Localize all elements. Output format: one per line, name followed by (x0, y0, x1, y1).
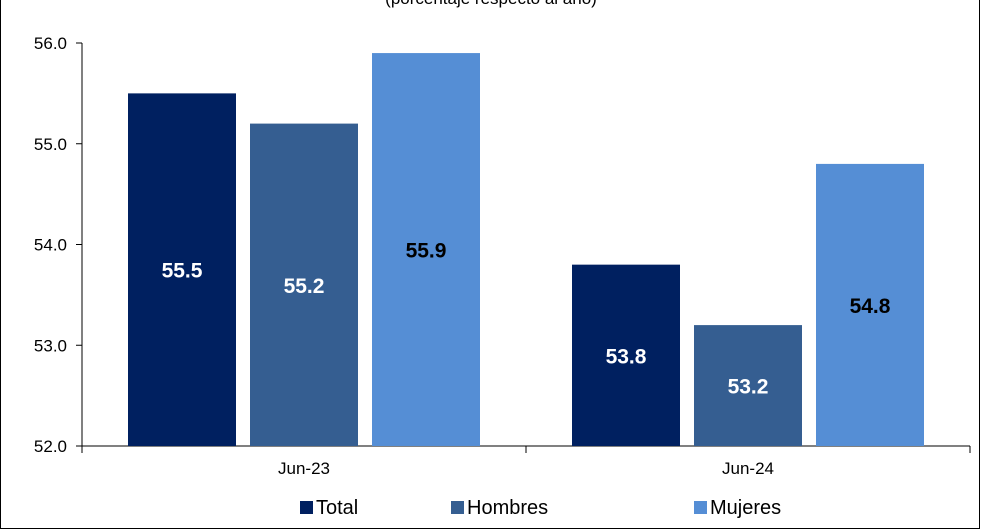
y-tick-label: 56.0 (34, 34, 67, 53)
bars: 55.5 55.2 55.9 53.8 53.2 54.8 (128, 53, 924, 446)
x-tick-label: Jun-23 (278, 459, 330, 478)
x-tick-label: Jun-24 (722, 459, 774, 478)
chart-subtitle: (porcentaje respecto al año) (385, 0, 597, 8)
bar (250, 123, 358, 446)
legend: Total Hombres Mujeres (300, 497, 781, 519)
data-label: 53.2 (728, 376, 769, 399)
data-label: 55.5 (162, 260, 203, 283)
legend-label: Mujeres (710, 497, 781, 519)
bar (572, 264, 680, 446)
y-tick-label: 55.0 (34, 135, 67, 154)
legend-label: Hombres (467, 497, 548, 519)
data-label: 54.8 (850, 295, 891, 318)
bar (128, 93, 236, 446)
legend-swatch (300, 501, 313, 514)
bar (816, 163, 924, 446)
data-label: 55.9 (406, 240, 447, 263)
legend-label: Total (316, 497, 358, 519)
data-label: 53.8 (606, 345, 647, 368)
data-label: 55.2 (284, 275, 325, 298)
y-tick-label: 52.0 (34, 437, 67, 456)
bar (694, 325, 802, 446)
bar (372, 53, 480, 446)
legend-swatch (694, 501, 707, 514)
y-tick-label: 54.0 (34, 236, 67, 255)
y-tick-label: 53.0 (34, 336, 67, 355)
legend-swatch (451, 501, 464, 514)
